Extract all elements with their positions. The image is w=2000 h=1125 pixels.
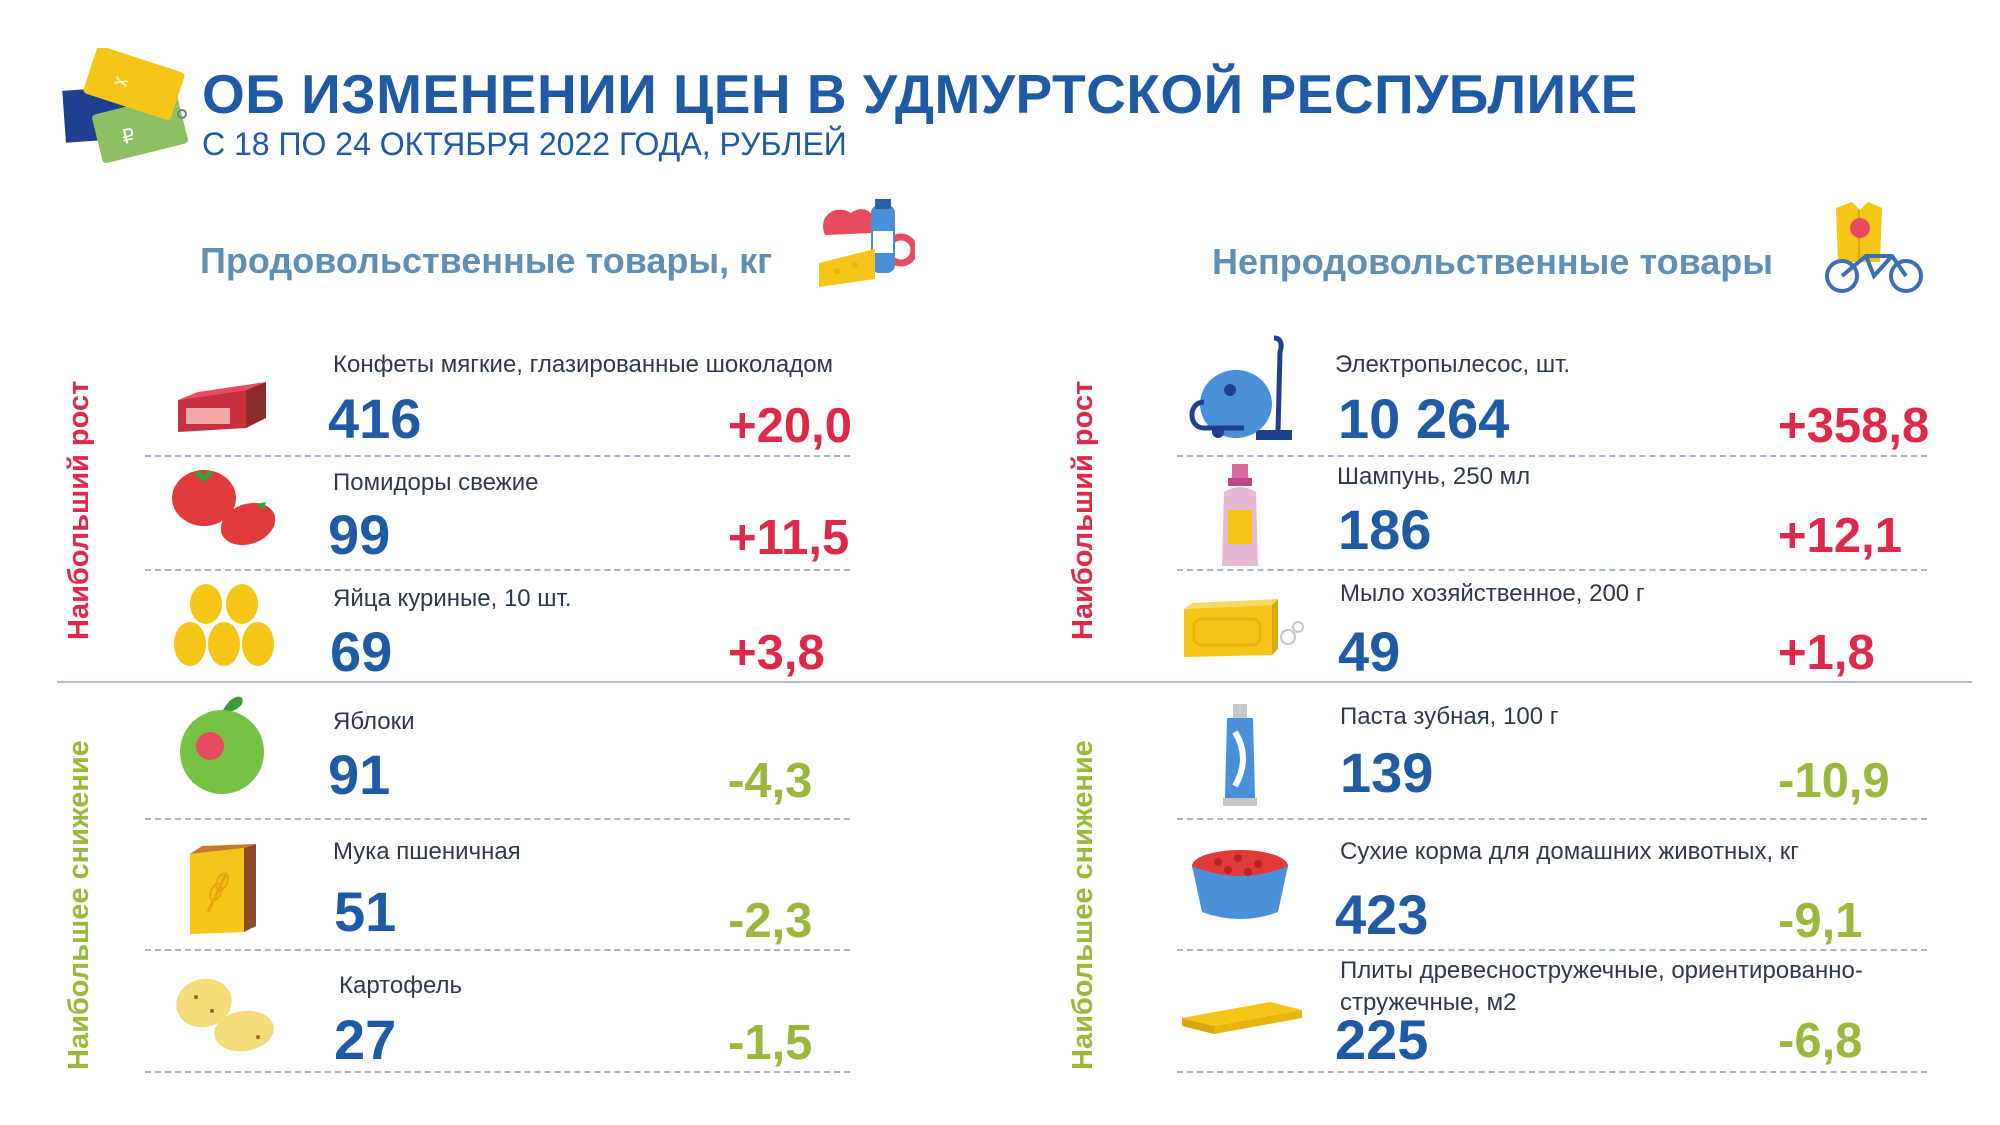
apple-icon <box>176 690 268 796</box>
eggs-icon <box>172 582 276 668</box>
item-change: +20,0 <box>728 399 852 453</box>
item-change: -2,3 <box>728 894 813 948</box>
page-title: ОБ ИЗМЕНЕНИИ ЦЕН В УДМУРТСКОЙ РЕСПУБЛИКЕ <box>202 63 1638 125</box>
item-price: 69 <box>330 620 393 683</box>
item-price: 416 <box>328 387 422 450</box>
item-price: 139 <box>1340 741 1434 804</box>
item-change: +358,8 <box>1778 399 1930 453</box>
item-name: Электропылесос, шт. <box>1335 351 1571 378</box>
item-name: Мука пшеничная <box>333 838 521 865</box>
item-change: +11,5 <box>728 511 850 565</box>
item-price: 27 <box>334 1008 397 1071</box>
item-name: Плиты древесностружечные, ориентированно… <box>1340 957 1863 984</box>
item-change: -4,3 <box>728 754 813 808</box>
item-price: 49 <box>1338 620 1401 683</box>
item-price: 51 <box>334 880 397 943</box>
item-price: 10 264 <box>1338 387 1510 450</box>
item-change: +12,1 <box>1778 509 1902 563</box>
item-change: -9,1 <box>1778 894 1863 948</box>
food-decline-label: Наибольшее снижение <box>63 740 95 1070</box>
item-price: 225 <box>1335 1008 1429 1071</box>
item-change: -6,8 <box>1778 1014 1863 1068</box>
item-price: 423 <box>1335 883 1429 946</box>
shampoo-bottle-icon <box>1218 462 1262 570</box>
item-name: Конфеты мягкие, глазированные шоколадом <box>333 351 834 378</box>
candy-bar-icon <box>176 380 268 435</box>
svg-text:✂: ✂ <box>111 71 132 96</box>
item-name: Сухие корма для домашних животных, кг <box>1340 838 1800 865</box>
flour-bag-icon <box>186 840 258 936</box>
clothes-bicycle-icon <box>1822 200 1927 295</box>
food-growth-label: Наибольший рост <box>63 380 95 640</box>
svg-text:₽: ₽ <box>119 123 137 149</box>
item-price: 186 <box>1338 498 1432 561</box>
page-subtitle: С 18 ПО 24 ОКТЯБРЯ 2022 ГОДА, РУБЛЕЙ <box>202 126 847 162</box>
item-change: -1,5 <box>728 1016 813 1070</box>
row-separator <box>145 455 850 457</box>
row-separator <box>1177 818 1927 820</box>
potato-icon <box>172 975 276 1055</box>
nonfood-section-title: Непродовольственные товары <box>1212 241 1774 282</box>
item-name: Паста зубная, 100 г <box>1340 703 1559 730</box>
row-separator <box>145 1071 850 1073</box>
toothpaste-icon <box>1221 702 1259 808</box>
item-name: Шампунь, 250 мл <box>1337 463 1531 490</box>
tomato-icon <box>168 466 278 546</box>
item-name: Картофель <box>339 972 463 999</box>
row-separator <box>1177 1071 1927 1073</box>
row-separator <box>1177 949 1927 951</box>
nonfood-growth-label: Наибольший рост <box>1067 380 1099 640</box>
groceries-icon <box>815 195 918 290</box>
item-name: Помидоры свежие <box>333 469 539 496</box>
chipboard-icon <box>1180 996 1304 1038</box>
item-change: -10,9 <box>1778 754 1890 808</box>
row-separator <box>1177 569 1927 571</box>
soap-bar-icon <box>1180 597 1306 659</box>
item-price: 91 <box>328 743 391 806</box>
pet-food-bowl-icon <box>1188 846 1292 922</box>
item-name: Яблоки <box>333 708 415 735</box>
row-separator <box>145 818 850 820</box>
item-name-line-2: стружечные, м2 <box>1340 989 1517 1016</box>
price-tags-icon: ₽ ✂ <box>58 46 198 164</box>
row-separator <box>1177 455 1927 457</box>
item-change: +1,8 <box>1778 626 1875 680</box>
nonfood-decline-label: Наибольшее снижение <box>1067 740 1099 1070</box>
row-separator <box>145 569 850 571</box>
section-divider <box>57 681 1972 683</box>
item-name: Яйца куриные, 10 шт. <box>333 585 572 612</box>
food-section-title: Продовольственные товары, кг <box>200 240 773 281</box>
row-separator <box>145 949 850 951</box>
item-change: +3,8 <box>728 626 825 680</box>
item-name: Мыло хозяйственное, 200 г <box>1340 580 1645 607</box>
item-price: 99 <box>328 503 391 566</box>
vacuum-cleaner-icon <box>1184 332 1294 444</box>
